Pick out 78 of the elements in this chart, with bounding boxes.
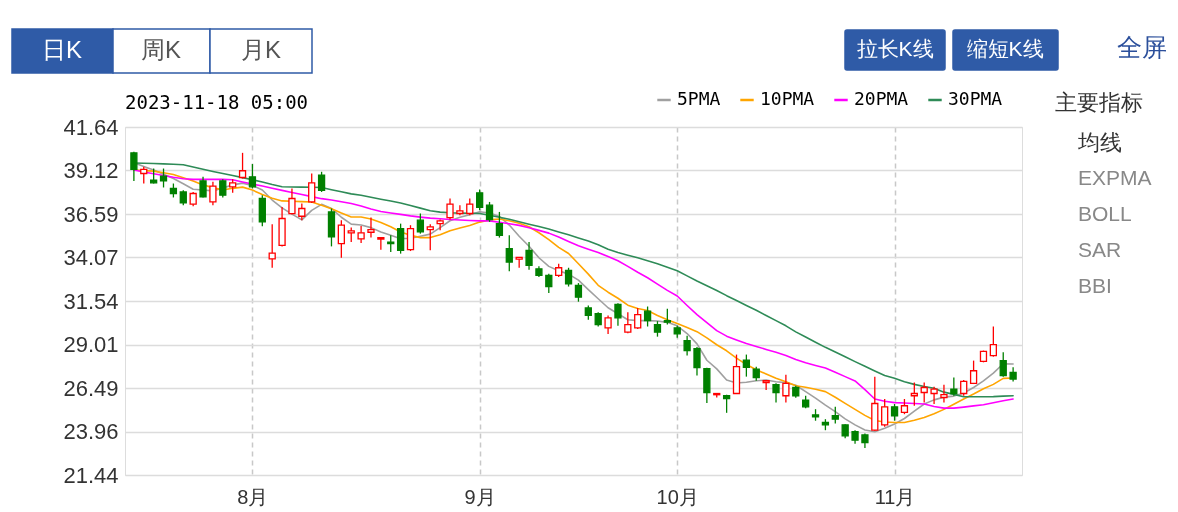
candlestick <box>130 151 138 182</box>
candlestick <box>693 346 701 377</box>
legend-label: 30PMA <box>948 88 1003 109</box>
candlestick <box>426 223 434 251</box>
text: 月K <box>240 36 282 63</box>
candlestick <box>930 386 938 405</box>
candlestick <box>476 188 484 211</box>
candlestick <box>248 163 257 190</box>
candlestick <box>288 187 296 215</box>
candlestick <box>357 225 365 244</box>
candlestick <box>683 334 691 357</box>
chart-title: 2023-11-18 05:00 <box>125 91 309 113</box>
candlestick <box>881 398 889 428</box>
candlestick <box>634 307 642 330</box>
y-tick-label: 34.07 <box>63 244 119 270</box>
x-tick-label: 8月 <box>237 485 269 508</box>
candlestick <box>940 384 948 404</box>
y-tick-label: 31.54 <box>63 288 119 314</box>
y-tick-label: 39.12 <box>63 157 119 183</box>
candlestick <box>495 211 504 239</box>
candlestick <box>396 223 405 255</box>
legend-label: 20PMA <box>854 88 909 109</box>
candlestick <box>308 172 316 204</box>
candlestick <box>337 219 345 259</box>
y-tick-label: 41.64 <box>63 114 119 140</box>
candlestick <box>989 325 997 358</box>
x-tick-label: 11月 <box>874 485 916 508</box>
text: BBI <box>1078 274 1112 297</box>
candlestick <box>614 302 622 327</box>
candlestick <box>762 379 770 391</box>
y-tick-label: 29.01 <box>63 332 119 358</box>
text: EXPMA <box>1078 166 1152 189</box>
candlestick <box>238 152 247 180</box>
candlestick <box>209 181 217 206</box>
x-tick-label: 10月 <box>656 485 699 508</box>
legend-label: 10PMA <box>760 88 815 109</box>
candlestick <box>545 273 553 294</box>
text: SAR <box>1078 238 1122 261</box>
candlestick <box>782 374 790 404</box>
text: 全屏 <box>1117 33 1167 61</box>
candlestick <box>505 234 513 272</box>
candlestick <box>446 197 454 221</box>
text: 周K <box>140 36 182 63</box>
text: 主要指标 <box>1055 90 1143 115</box>
y-tick-label: 36.59 <box>63 201 119 227</box>
text: 日K <box>41 36 83 63</box>
candlestick <box>485 201 494 223</box>
legend-label: 5PMA <box>677 88 721 109</box>
candlestick <box>268 223 276 269</box>
text: BOLL <box>1078 202 1132 225</box>
candlestick <box>525 241 533 271</box>
candlestick <box>920 381 928 404</box>
candlestick <box>159 167 168 189</box>
text: 缩短K线 <box>966 37 1044 60</box>
candlestick <box>317 171 326 193</box>
candlestick <box>574 282 583 303</box>
candlestick <box>377 236 385 251</box>
text: 均线 <box>1077 130 1122 155</box>
candlestick <box>416 212 425 235</box>
candlestick <box>643 305 652 328</box>
candlestick <box>742 353 751 378</box>
candlestick <box>564 267 573 288</box>
y-tick-label: 23.96 <box>63 419 119 445</box>
candlestick <box>604 314 612 335</box>
candlestick <box>406 224 415 252</box>
candlestick <box>703 367 711 404</box>
candlestick <box>772 382 780 404</box>
y-tick-label: 26.49 <box>63 375 119 401</box>
candlestick <box>950 376 958 397</box>
candlestick <box>367 216 375 239</box>
y-tick-label: 21.44 <box>63 462 119 488</box>
candlestick <box>199 176 207 199</box>
candlestick <box>456 204 464 216</box>
x-tick-label: 9月 <box>464 485 496 508</box>
candlestick <box>219 178 227 199</box>
text: 拉长K线 <box>856 37 934 60</box>
candlestick <box>999 351 1007 378</box>
candlestick <box>258 194 266 227</box>
